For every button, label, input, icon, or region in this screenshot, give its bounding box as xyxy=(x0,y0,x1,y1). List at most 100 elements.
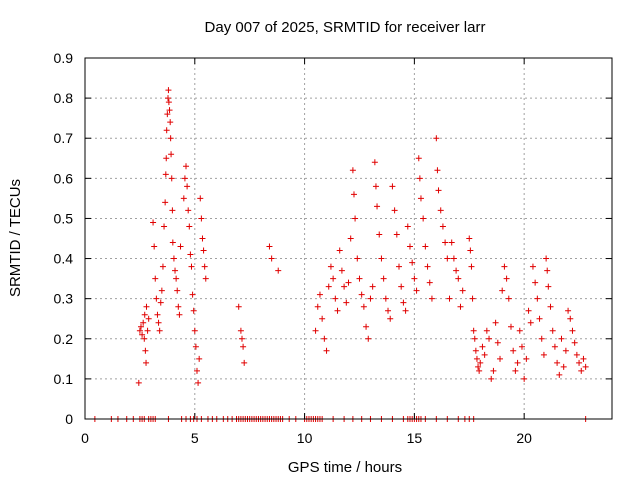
data-point xyxy=(544,267,551,274)
y-tick-label: 0 xyxy=(65,411,73,427)
data-point xyxy=(501,263,508,270)
data-point xyxy=(450,255,457,262)
data-point xyxy=(376,231,383,238)
axis-ticks xyxy=(84,57,612,420)
data-point xyxy=(188,263,195,270)
data-point xyxy=(332,295,339,302)
data-point xyxy=(486,335,493,342)
data-point xyxy=(532,279,539,286)
data-point xyxy=(510,347,517,354)
data-point xyxy=(543,255,550,262)
data-point xyxy=(538,335,545,342)
data-point xyxy=(168,151,175,158)
data-point xyxy=(150,219,157,226)
data-point xyxy=(237,327,244,334)
data-point xyxy=(387,315,394,322)
x-tick-label: 10 xyxy=(297,430,313,446)
data-point xyxy=(314,303,321,310)
data-point xyxy=(471,335,478,342)
data-point xyxy=(514,359,521,366)
data-point xyxy=(143,359,150,366)
data-point xyxy=(275,267,282,274)
data-point xyxy=(165,99,172,106)
y-tick-label: 0.9 xyxy=(54,50,74,66)
data-point xyxy=(582,363,589,370)
data-point xyxy=(470,327,477,334)
data-point xyxy=(193,367,200,374)
data-point xyxy=(195,379,202,386)
data-point xyxy=(161,223,168,230)
data-point xyxy=(393,231,400,238)
data-point xyxy=(565,307,572,314)
data-point xyxy=(499,287,506,294)
data-point xyxy=(434,167,441,174)
data-point xyxy=(192,343,199,350)
x-tick-label: 5 xyxy=(191,430,199,446)
y-tick-labels: 0 0.1 0.2 0.3 0.4 0.5 0.6 0.7 0.8 0.9 xyxy=(54,50,74,427)
data-point xyxy=(404,223,411,230)
data-point xyxy=(571,339,578,346)
data-point xyxy=(330,275,337,282)
data-point xyxy=(573,351,580,358)
data-point xyxy=(327,263,334,270)
data-point xyxy=(545,283,552,290)
data-point xyxy=(371,159,378,166)
x-tick-label: 15 xyxy=(407,430,423,446)
data-point xyxy=(349,167,356,174)
data-point xyxy=(521,375,528,382)
data-point xyxy=(159,263,166,270)
y-axis-label: SRMTID / TECUs xyxy=(7,179,24,297)
data-point xyxy=(380,275,387,282)
data-point xyxy=(424,263,431,270)
y-tick-label: 0.6 xyxy=(54,170,74,186)
data-point xyxy=(457,303,464,310)
y-tick-label: 0.2 xyxy=(54,331,74,347)
data-point xyxy=(527,319,534,326)
data-point xyxy=(483,327,490,334)
data-point xyxy=(477,359,484,366)
data-point xyxy=(137,323,144,330)
data-point xyxy=(444,255,451,262)
data-point xyxy=(416,175,423,182)
data-point xyxy=(428,295,435,302)
data-point xyxy=(547,303,554,310)
data-point xyxy=(186,223,193,230)
data-point xyxy=(529,263,536,270)
data-point xyxy=(144,327,151,334)
data-point xyxy=(266,243,273,250)
data-point xyxy=(152,275,159,282)
data-point xyxy=(135,379,142,386)
data-point xyxy=(551,343,558,350)
data-point xyxy=(479,343,486,350)
data-point xyxy=(492,319,499,326)
data-point xyxy=(398,283,405,290)
data-point xyxy=(202,275,209,282)
data-point xyxy=(142,347,149,354)
data-point xyxy=(476,367,483,374)
data-point xyxy=(174,287,181,294)
data-point xyxy=(162,199,169,206)
data-point xyxy=(189,291,196,298)
data-point xyxy=(167,135,174,142)
data-point xyxy=(439,223,446,230)
data-point xyxy=(455,275,462,282)
data-point xyxy=(481,351,488,358)
data-point xyxy=(200,247,207,254)
data-point xyxy=(569,327,576,334)
data-point xyxy=(175,303,182,310)
data-point xyxy=(554,359,561,366)
data-point xyxy=(503,275,510,282)
data-point xyxy=(169,239,176,246)
data-point xyxy=(341,283,348,290)
data-point xyxy=(468,263,475,270)
data-point xyxy=(241,359,248,366)
data-point xyxy=(154,311,161,318)
data-point xyxy=(157,299,164,306)
data-point xyxy=(141,335,148,342)
data-point xyxy=(172,267,179,274)
data-point xyxy=(196,355,203,362)
data-point xyxy=(417,195,424,202)
data-point xyxy=(191,327,198,334)
